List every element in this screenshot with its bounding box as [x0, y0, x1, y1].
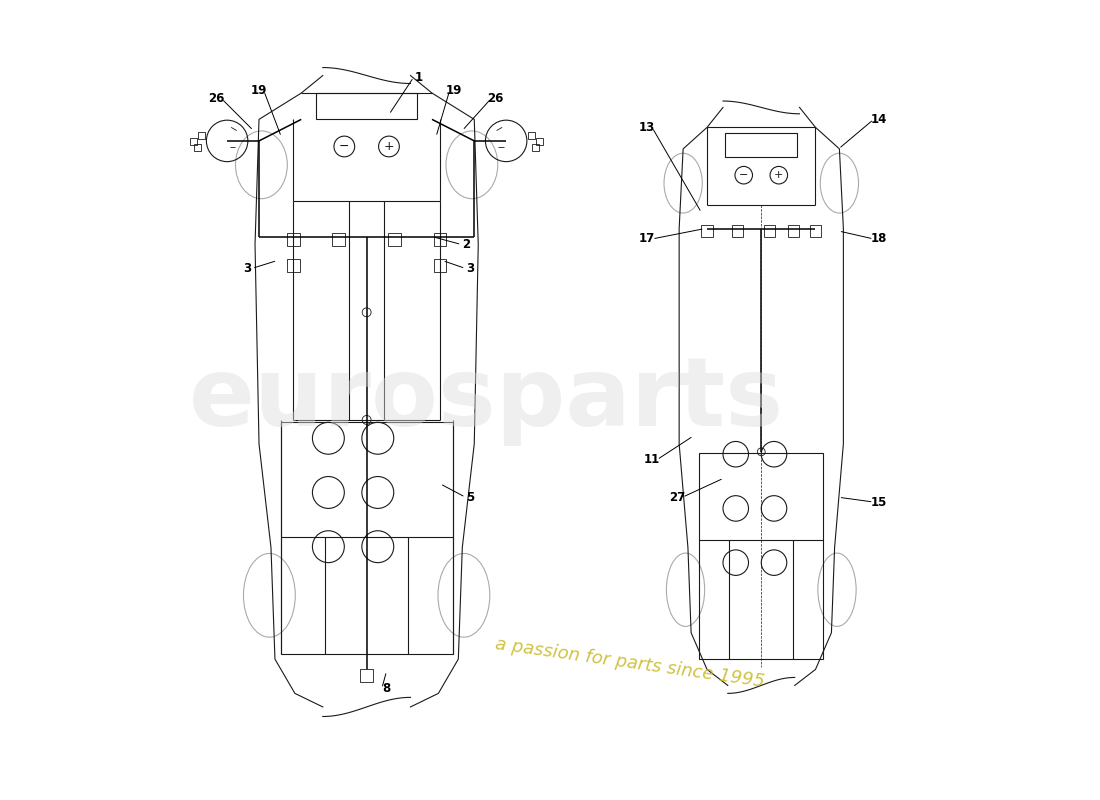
Text: −: −: [739, 170, 748, 180]
Bar: [732, 226, 742, 237]
Text: 3: 3: [466, 262, 474, 275]
Text: a passion for parts since 1995: a passion for parts since 1995: [494, 635, 766, 691]
Bar: [287, 234, 299, 246]
Bar: [528, 132, 535, 139]
Bar: [195, 144, 201, 151]
Text: +: +: [384, 140, 394, 153]
Text: 26: 26: [209, 92, 224, 105]
Text: 2: 2: [462, 238, 471, 251]
Bar: [332, 234, 345, 246]
Text: 11: 11: [644, 454, 660, 466]
Bar: [198, 132, 205, 139]
Bar: [433, 259, 447, 272]
Text: 14: 14: [870, 113, 887, 126]
Text: 3: 3: [243, 262, 251, 275]
Bar: [190, 138, 197, 145]
Bar: [810, 226, 821, 237]
Text: 13: 13: [639, 121, 656, 134]
Text: 1: 1: [415, 70, 422, 84]
Text: 26: 26: [487, 92, 504, 105]
Text: 19: 19: [447, 84, 462, 97]
Bar: [287, 259, 299, 272]
Bar: [361, 670, 373, 682]
Bar: [788, 226, 799, 237]
Text: 19: 19: [251, 84, 267, 97]
Text: 18: 18: [870, 233, 887, 246]
Bar: [317, 93, 417, 119]
Bar: [537, 138, 542, 145]
Bar: [700, 454, 824, 659]
Text: −: −: [339, 140, 350, 153]
Bar: [702, 226, 713, 237]
Text: eurosparts: eurosparts: [189, 354, 784, 446]
Bar: [532, 144, 539, 151]
Bar: [763, 226, 774, 237]
Bar: [388, 234, 400, 246]
Bar: [725, 133, 797, 157]
Text: 17: 17: [639, 233, 656, 246]
Text: 27: 27: [670, 490, 685, 504]
Bar: [433, 234, 447, 246]
Bar: [280, 422, 453, 654]
Text: 8: 8: [383, 682, 390, 695]
Text: +: +: [774, 170, 783, 180]
Text: 5: 5: [466, 490, 474, 504]
Text: 15: 15: [870, 495, 887, 509]
